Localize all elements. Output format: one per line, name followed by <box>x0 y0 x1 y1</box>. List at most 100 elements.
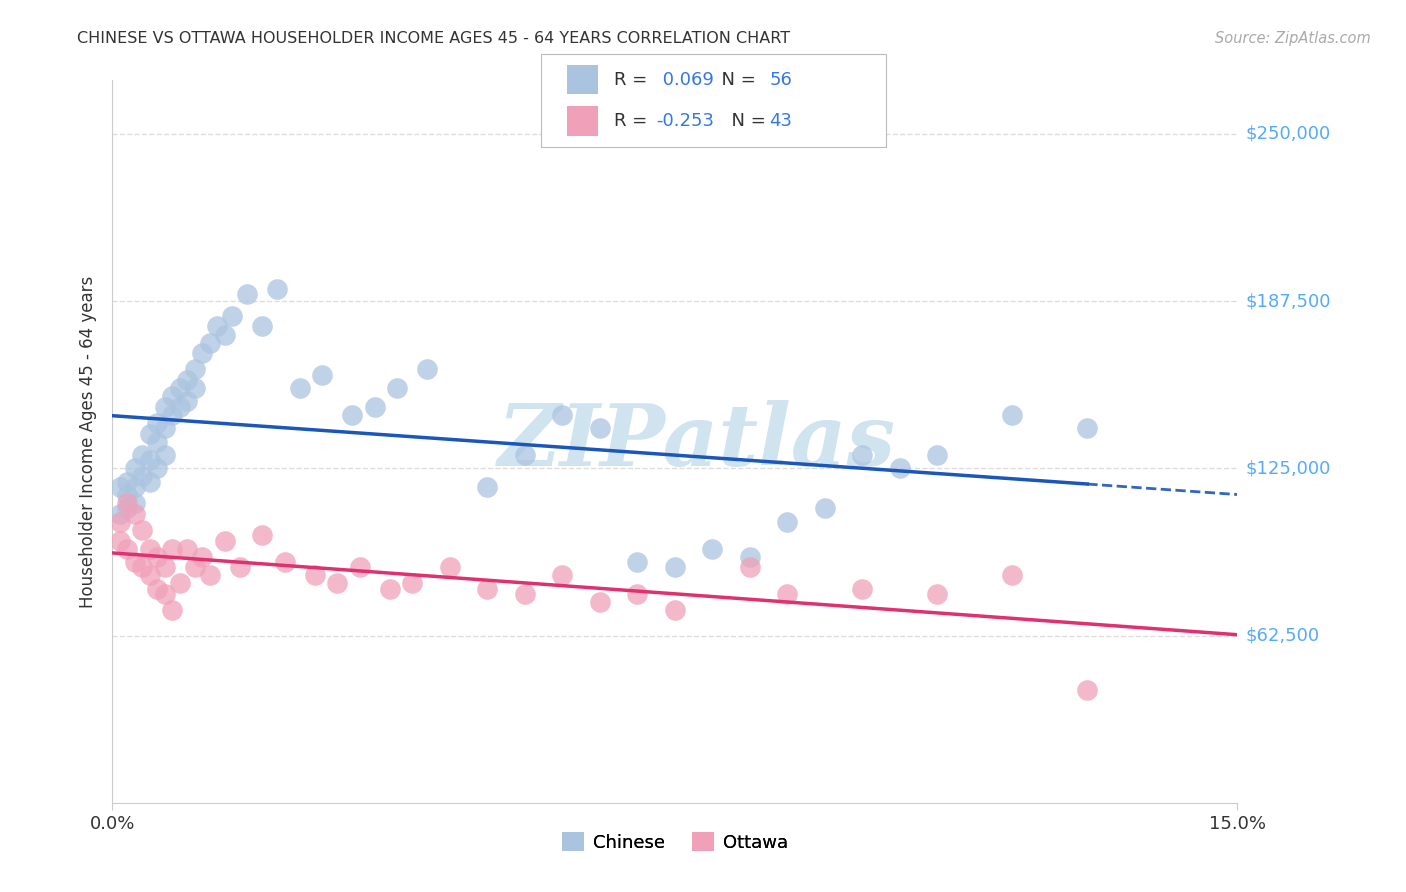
Point <box>146 582 169 596</box>
Point <box>221 309 243 323</box>
Point <box>108 515 131 529</box>
Point <box>214 533 236 548</box>
Text: $62,500: $62,500 <box>1246 626 1320 645</box>
Point <box>889 461 911 475</box>
Point <box>162 541 184 556</box>
Point <box>387 381 409 395</box>
Point <box>131 560 153 574</box>
Point <box>439 560 461 574</box>
Point <box>131 469 153 483</box>
Point <box>139 453 162 467</box>
Point <box>124 496 146 510</box>
Point <box>776 515 799 529</box>
Point <box>349 560 371 574</box>
Point <box>176 394 198 409</box>
Point <box>162 389 184 403</box>
Text: 0.069: 0.069 <box>657 70 713 88</box>
Point <box>266 282 288 296</box>
Point <box>146 434 169 449</box>
Point <box>146 461 169 475</box>
Point <box>252 319 274 334</box>
Point <box>124 480 146 494</box>
Point <box>1076 421 1098 435</box>
Text: R =: R = <box>614 70 654 88</box>
Point <box>108 533 131 548</box>
Point <box>851 448 873 462</box>
Point <box>176 373 198 387</box>
Point <box>513 448 536 462</box>
Point <box>776 587 799 601</box>
Point <box>664 603 686 617</box>
Text: -0.253: -0.253 <box>657 112 714 130</box>
Point <box>191 346 214 360</box>
Point <box>146 549 169 564</box>
Point <box>117 501 139 516</box>
Point <box>626 555 648 569</box>
Point <box>214 327 236 342</box>
Point <box>176 541 198 556</box>
Point <box>814 501 837 516</box>
Point <box>589 595 612 609</box>
Point <box>139 475 162 489</box>
Point <box>124 461 146 475</box>
Point <box>184 362 207 376</box>
Text: $250,000: $250,000 <box>1246 125 1331 143</box>
Point <box>664 560 686 574</box>
Point <box>551 568 574 582</box>
Point <box>738 560 761 574</box>
Text: N =: N = <box>720 112 772 130</box>
Point <box>288 381 311 395</box>
Point <box>117 541 139 556</box>
Point <box>1076 683 1098 698</box>
Point <box>927 448 949 462</box>
Point <box>108 480 131 494</box>
Point <box>184 381 207 395</box>
Point <box>589 421 612 435</box>
Text: Source: ZipAtlas.com: Source: ZipAtlas.com <box>1215 31 1371 46</box>
Point <box>117 475 139 489</box>
Point <box>851 582 873 596</box>
Text: $125,000: $125,000 <box>1246 459 1331 477</box>
Text: CHINESE VS OTTAWA HOUSEHOLDER INCOME AGES 45 - 64 YEARS CORRELATION CHART: CHINESE VS OTTAWA HOUSEHOLDER INCOME AGE… <box>77 31 790 46</box>
Point <box>169 381 191 395</box>
Point <box>738 549 761 564</box>
Point <box>236 287 259 301</box>
Point <box>274 555 297 569</box>
Point <box>1001 408 1024 422</box>
Point <box>229 560 252 574</box>
Text: R =: R = <box>614 112 654 130</box>
Point <box>124 507 146 521</box>
Point <box>513 587 536 601</box>
Y-axis label: Householder Income Ages 45 - 64 years: Householder Income Ages 45 - 64 years <box>79 276 97 607</box>
Point <box>153 400 176 414</box>
Point <box>162 603 184 617</box>
Point <box>139 426 162 441</box>
Point <box>927 587 949 601</box>
Point <box>117 496 139 510</box>
Point <box>139 541 162 556</box>
Point <box>626 587 648 601</box>
Point <box>108 507 131 521</box>
Point <box>117 488 139 502</box>
Point <box>191 549 214 564</box>
Text: $187,500: $187,500 <box>1246 292 1331 310</box>
Point <box>304 568 326 582</box>
Point <box>184 560 207 574</box>
Point <box>702 541 724 556</box>
Point <box>153 421 176 435</box>
Point <box>131 523 153 537</box>
Point <box>364 400 387 414</box>
Point <box>207 319 229 334</box>
Point <box>378 582 401 596</box>
Point <box>139 568 162 582</box>
Text: 56: 56 <box>769 70 792 88</box>
Point <box>416 362 439 376</box>
Point <box>146 416 169 430</box>
Point <box>153 560 176 574</box>
Point <box>153 448 176 462</box>
Point <box>153 587 176 601</box>
Point <box>551 408 574 422</box>
Point <box>311 368 333 382</box>
Point <box>162 408 184 422</box>
Text: 43: 43 <box>769 112 792 130</box>
